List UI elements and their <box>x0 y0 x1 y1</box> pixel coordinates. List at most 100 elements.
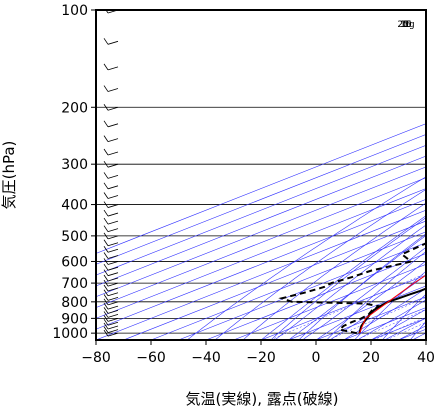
x-tick-label: −80 <box>81 350 111 366</box>
wind-barb <box>107 329 119 333</box>
wind-barb-feather <box>103 326 109 333</box>
wind-barb <box>107 309 119 314</box>
y-tick-label: 200 <box>61 100 88 116</box>
wind-barb-feather <box>103 318 109 326</box>
wind-barb <box>107 296 119 301</box>
moist-adiabat-line <box>370 309 426 340</box>
mixing-ratio-label: 1 <box>403 20 409 30</box>
wind-barb <box>107 212 119 217</box>
wind-barb <box>107 88 119 92</box>
wind-barb-feather <box>103 289 109 297</box>
wind-barbs <box>103 10 119 337</box>
x-tick-label: −60 <box>136 350 166 366</box>
wind-barb-feather <box>103 284 109 292</box>
wind-barb-feather <box>103 294 109 301</box>
dry-adiabat-line <box>298 233 426 340</box>
wind-barb <box>107 242 119 247</box>
x-tick-label: 0 <box>312 350 321 366</box>
wind-barb <box>107 138 119 142</box>
wind-barb <box>107 66 119 71</box>
wind-barb-feather <box>105 10 109 14</box>
x-tick-label: 20 <box>362 350 380 366</box>
moist-adiabat-line <box>274 224 426 340</box>
wind-barb-feather <box>103 120 109 128</box>
wind-barb-feather <box>103 263 109 271</box>
y-axis-title: 気圧(hPa) <box>0 141 18 210</box>
x-axis-title: 気温(実線), 露点(破線) <box>186 390 339 408</box>
dry-adiabat-line <box>214 189 426 340</box>
isotherm-line <box>96 144 426 276</box>
wind-barb-feather <box>103 246 109 253</box>
wind-barb-feather <box>103 148 109 156</box>
wind-barb <box>107 40 119 45</box>
wind-barb-feather <box>103 322 109 330</box>
wind-barb-feather <box>103 85 109 92</box>
mixing-ratio-line <box>386 322 426 340</box>
wind-barb-feather <box>103 135 109 142</box>
wind-barb <box>107 301 119 306</box>
moist-adiabat-line <box>288 235 426 340</box>
isotherm-line <box>96 166 426 298</box>
isotherm-line <box>150 231 426 340</box>
wind-barb <box>107 314 119 318</box>
wind-barb-feather <box>103 239 109 246</box>
y-tick-label: 400 <box>61 198 88 214</box>
wind-barb-feather <box>103 160 109 168</box>
wind-barb <box>107 235 119 240</box>
wind-barb-feather <box>103 217 109 225</box>
dry-adiabat-line <box>242 202 426 340</box>
wind-barb-feather <box>103 225 109 232</box>
mixing-ratio-label: 15 <box>400 20 411 30</box>
isotherm-line <box>123 220 426 340</box>
wind-barb <box>107 261 119 265</box>
wind-barb-feather <box>103 232 109 240</box>
wind-barb <box>107 151 119 156</box>
reference-profile-line <box>359 274 426 334</box>
y-tick-label: 700 <box>61 276 88 292</box>
isotherm-line <box>96 188 426 319</box>
wind-barb-feather <box>103 258 109 265</box>
moist-adiabat-line <box>315 260 426 340</box>
wind-barb-feather <box>103 209 109 217</box>
dry-adiabat-line <box>354 270 426 340</box>
x-tick-label: 40 <box>417 350 435 366</box>
wind-barb <box>107 332 119 337</box>
wind-barb <box>107 321 119 326</box>
wind-barb <box>107 185 119 190</box>
background-lines <box>96 10 426 340</box>
wind-barb <box>107 317 119 322</box>
wind-barb-feather <box>103 38 109 45</box>
wind-barb-feather <box>103 104 109 111</box>
y-tick-label: 600 <box>61 254 88 270</box>
wind-barb <box>107 175 119 179</box>
wind-barb-feather <box>103 201 109 208</box>
mixing-ratio-label: 20g <box>397 20 414 30</box>
profiles <box>278 242 426 335</box>
wind-barb <box>107 220 119 225</box>
plot-frame <box>95 9 427 341</box>
isotherm-line <box>315 296 426 340</box>
dry-adiabat-line <box>270 217 426 340</box>
y-tick-label: 100 <box>61 3 88 19</box>
wind-barb-feather <box>103 252 109 259</box>
y-tick-label: 300 <box>61 157 88 173</box>
wind-barb <box>107 204 119 208</box>
wind-barb <box>107 287 119 292</box>
mixing-ratio-label: 5 <box>403 20 409 30</box>
wind-barb-feather <box>103 279 109 287</box>
wind-barb <box>107 266 119 271</box>
wind-barb-feather <box>103 63 109 71</box>
wind-barb-feather <box>103 311 109 318</box>
y-tick-label: 900 <box>61 311 88 327</box>
isotherm-line <box>96 209 426 340</box>
dew-point-profile-line <box>278 242 426 335</box>
wind-barb <box>107 305 119 310</box>
wind-barb <box>107 195 119 199</box>
isotherm-line <box>96 123 426 254</box>
isotherm-line <box>425 339 426 340</box>
moist-adiabat-line <box>343 288 426 340</box>
temperature-profile-line <box>358 287 426 334</box>
wind-barb-feather <box>103 192 109 199</box>
